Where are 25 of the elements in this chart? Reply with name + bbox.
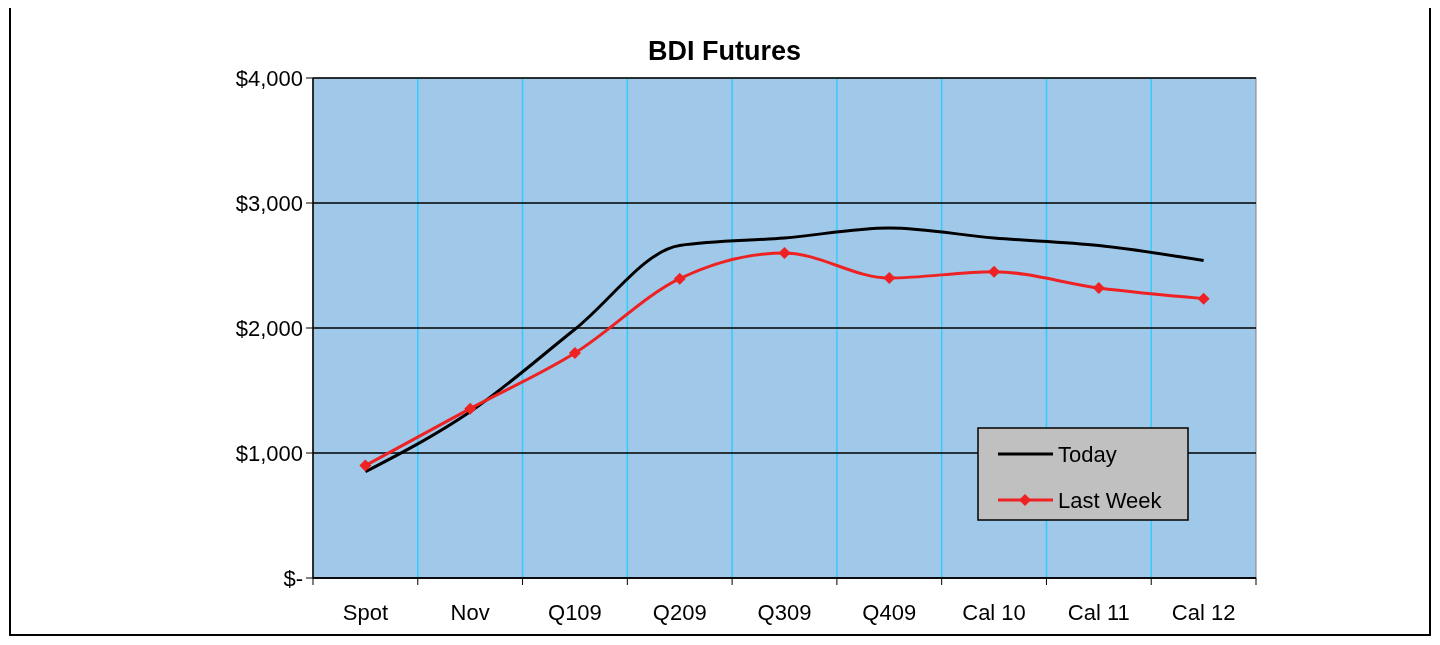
- y-tick-label: $4,000: [235, 65, 303, 91]
- point: [464, 402, 477, 415]
- y-tick-label: $3,000: [235, 190, 303, 216]
- x-tick-label: Spot: [342, 600, 389, 625]
- point: [568, 347, 581, 359]
- y-tick-label: $-: [283, 565, 303, 591]
- chart-title: BDI Futures: [647, 36, 802, 66]
- y-tick-label: $2,000: [235, 315, 303, 341]
- point: [988, 265, 1001, 278]
- x-tick-label: Cal 12: [1171, 600, 1236, 625]
- x-tick-label: Q209: [652, 600, 707, 625]
- point: [359, 459, 372, 472]
- x-tick-label: Q109: [548, 600, 602, 625]
- x-tick-label: Q409: [862, 600, 917, 625]
- x-tick-label: Cal 10: [962, 600, 1026, 625]
- point: [1197, 292, 1210, 305]
- legend-label: Last Week: [1058, 487, 1163, 513]
- x-tick-label: Cal 11: [1067, 600, 1130, 625]
- point: [673, 272, 686, 285]
- legend-label: Today: [1058, 441, 1117, 467]
- x-tick-label: Q309: [757, 600, 812, 625]
- point: [1092, 282, 1105, 294]
- x-tick-label: Nov: [450, 600, 490, 625]
- y-tick-label: $1,000: [235, 440, 303, 466]
- point: [778, 247, 791, 259]
